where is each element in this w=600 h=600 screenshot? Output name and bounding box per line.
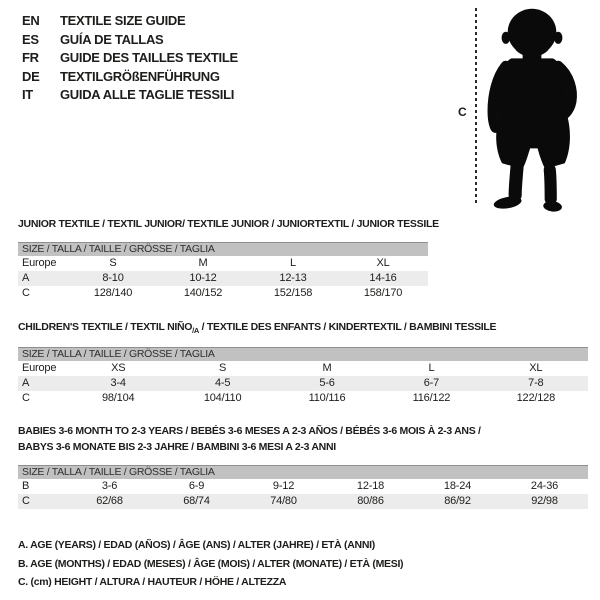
cell: 92/98 <box>531 495 558 507</box>
legend-footnotes: A. AGE (YEARS) / EDAD (AÑOS) / ÂGE (ANS)… <box>18 536 404 592</box>
babies-section-title: BABIES 3-6 MONTH TO 2-3 YEARS / BEBÉS 3-… <box>18 423 578 455</box>
cell: 152/158 <box>273 287 313 299</box>
cell: 98/104 <box>101 392 135 404</box>
guide-title-en: TEXTILE SIZE GUIDE <box>60 13 186 28</box>
cell: 10-12 <box>189 272 217 284</box>
column-header: M <box>322 362 332 374</box>
row-label: C <box>22 392 30 404</box>
cell: 68/74 <box>183 495 210 507</box>
table-header-row: Europe XS S M L XL <box>18 361 588 376</box>
language-row-es: ES GUÍA DE TALLAS <box>22 31 238 50</box>
cell: 122/128 <box>516 392 556 404</box>
junior-section-title: JUNIOR TEXTILE / TEXTIL JUNIOR/ TEXTILE … <box>18 218 439 230</box>
babies-size-table: SIZE / TALLA / TAILLE / GRÖSSE / TAGLIA … <box>18 465 588 509</box>
cell: 140/152 <box>183 287 223 299</box>
junior-size-table: SIZE / TALLA / TAILLE / GRÖSSE / TAGLIA … <box>18 242 428 301</box>
babies-title-line2: BABYS 3-6 MONATE BIS 2-3 JAHRE / BAMBINI… <box>18 441 336 453</box>
table-row-height: C 62/68 68/74 74/80 80/86 86/92 92/98 <box>18 494 588 509</box>
table-row-age-months: B 3-6 6-9 9-12 12-18 18-24 24-36 <box>18 479 588 494</box>
column-header: L <box>428 362 435 374</box>
footnote-a: A. AGE (YEARS) / EDAD (AÑOS) / ÂGE (ANS)… <box>18 539 375 551</box>
column-header: S <box>109 257 117 269</box>
cell: 62/68 <box>96 495 123 507</box>
cell: 116/122 <box>412 392 451 404</box>
language-code: ES <box>22 31 39 47</box>
language-row-fr: FR GUIDE DES TAILLES TEXTILE <box>22 49 238 68</box>
column-header: XL <box>529 362 543 374</box>
children-section-title: CHILDREN'S TEXTILE / TEXTIL NIÑO/A / TEX… <box>18 319 497 339</box>
title-part: CHILDREN'S TEXTILE / TEXTIL NIÑO <box>18 321 193 333</box>
title-subscript: /A <box>192 326 200 336</box>
row-label: B <box>22 480 30 492</box>
guide-title-fr: GUIDE DES TAILLES TEXTILE <box>60 50 238 66</box>
cell: 158/170 <box>363 287 403 299</box>
column-header: M <box>198 257 208 269</box>
cell: 80/86 <box>357 495 384 507</box>
language-row-en: EN TEXTILE SIZE GUIDE <box>22 12 238 31</box>
cell: 5-6 <box>319 377 335 389</box>
size-bar: SIZE / TALLA / TAILLE / GRÖSSE / TAGLIA <box>18 465 588 479</box>
cell: 8-10 <box>102 272 124 284</box>
cell: 104/110 <box>203 392 242 404</box>
language-row-de: DE TEXTILGRÖßENFÜHRUNG <box>22 68 238 87</box>
column-header: Europe <box>22 362 57 374</box>
cell: 9-12 <box>272 480 295 492</box>
cell: 6-9 <box>188 480 205 492</box>
cell: 74/80 <box>270 495 297 507</box>
size-bar: SIZE / TALLA / TAILLE / GRÖSSE / TAGLIA <box>18 242 428 256</box>
height-dotted-line <box>475 8 477 206</box>
table-row-height: C 98/104 104/110 110/116 116/122 122/128 <box>18 391 588 406</box>
row-label: C <box>22 287 30 299</box>
cell: 3-4 <box>110 377 127 389</box>
cell: 12-18 <box>356 480 385 492</box>
row-label: A <box>22 377 30 389</box>
cell: 110/116 <box>308 392 346 404</box>
cell: 128/140 <box>93 287 133 299</box>
row-label: C <box>22 495 30 507</box>
babies-title-line1: BABIES 3-6 MONTH TO 2-3 YEARS / BEBÉS 3-… <box>18 425 481 437</box>
title-part: / TEXTILE DES ENFANTS / KINDERTEXTIL / B… <box>199 321 497 333</box>
language-title-list: EN TEXTILE SIZE GUIDE ES GUÍA DE TALLAS … <box>22 12 238 105</box>
language-row-it: IT GUIDA ALLE TAGLIE TESSILI <box>22 86 238 105</box>
language-code: EN <box>22 13 40 28</box>
cell: 18-24 <box>443 480 472 492</box>
cell: 4-5 <box>214 377 231 389</box>
height-measure-label: C <box>458 105 467 119</box>
children-size-table: SIZE / TALLA / TAILLE / GRÖSSE / TAGLIA … <box>18 347 588 406</box>
guide-title-es: GUÍA DE TALLAS <box>60 31 164 47</box>
column-header: Europe <box>22 257 57 269</box>
size-bar: SIZE / TALLA / TAILLE / GRÖSSE / TAGLIA <box>18 347 588 361</box>
footnote-c: C. (cm) HEIGHT / ALTURA / HAUTEUR / HÖHE… <box>18 576 287 589</box>
cell: 12-13 <box>279 272 307 284</box>
table-row-age: A 8-10 10-12 12-13 14-16 <box>18 271 428 286</box>
table-row-height: C 128/140 140/152 152/158 158/170 <box>18 286 428 301</box>
baby-silhouette-image <box>487 8 577 212</box>
table-header-row: Europe S M L XL <box>18 256 428 271</box>
guide-title-de: TEXTILGRÖßENFÜHRUNG <box>60 68 220 84</box>
column-header: XS <box>111 362 126 374</box>
cell: 6-7 <box>423 377 440 389</box>
column-header: XL <box>376 257 390 269</box>
language-code: FR <box>22 50 39 66</box>
language-code: DE <box>22 68 40 84</box>
language-code: IT <box>22 87 33 103</box>
cell: 3-6 <box>101 480 118 492</box>
column-header: S <box>219 362 227 374</box>
cell: 86/92 <box>444 495 471 507</box>
row-label: A <box>22 272 30 284</box>
cell: 7-8 <box>528 377 544 389</box>
table-row-age: A 3-4 4-5 5-6 6-7 7-8 <box>18 376 588 391</box>
guide-title-it: GUIDA ALLE TAGLIE TESSILI <box>60 87 235 103</box>
column-header: L <box>290 257 296 269</box>
footnote-b: B. AGE (MONTHS) / EDAD (MESES) / ÂGE (MO… <box>18 557 404 570</box>
cell: 24-36 <box>530 480 559 492</box>
cell: 14-16 <box>369 272 397 284</box>
